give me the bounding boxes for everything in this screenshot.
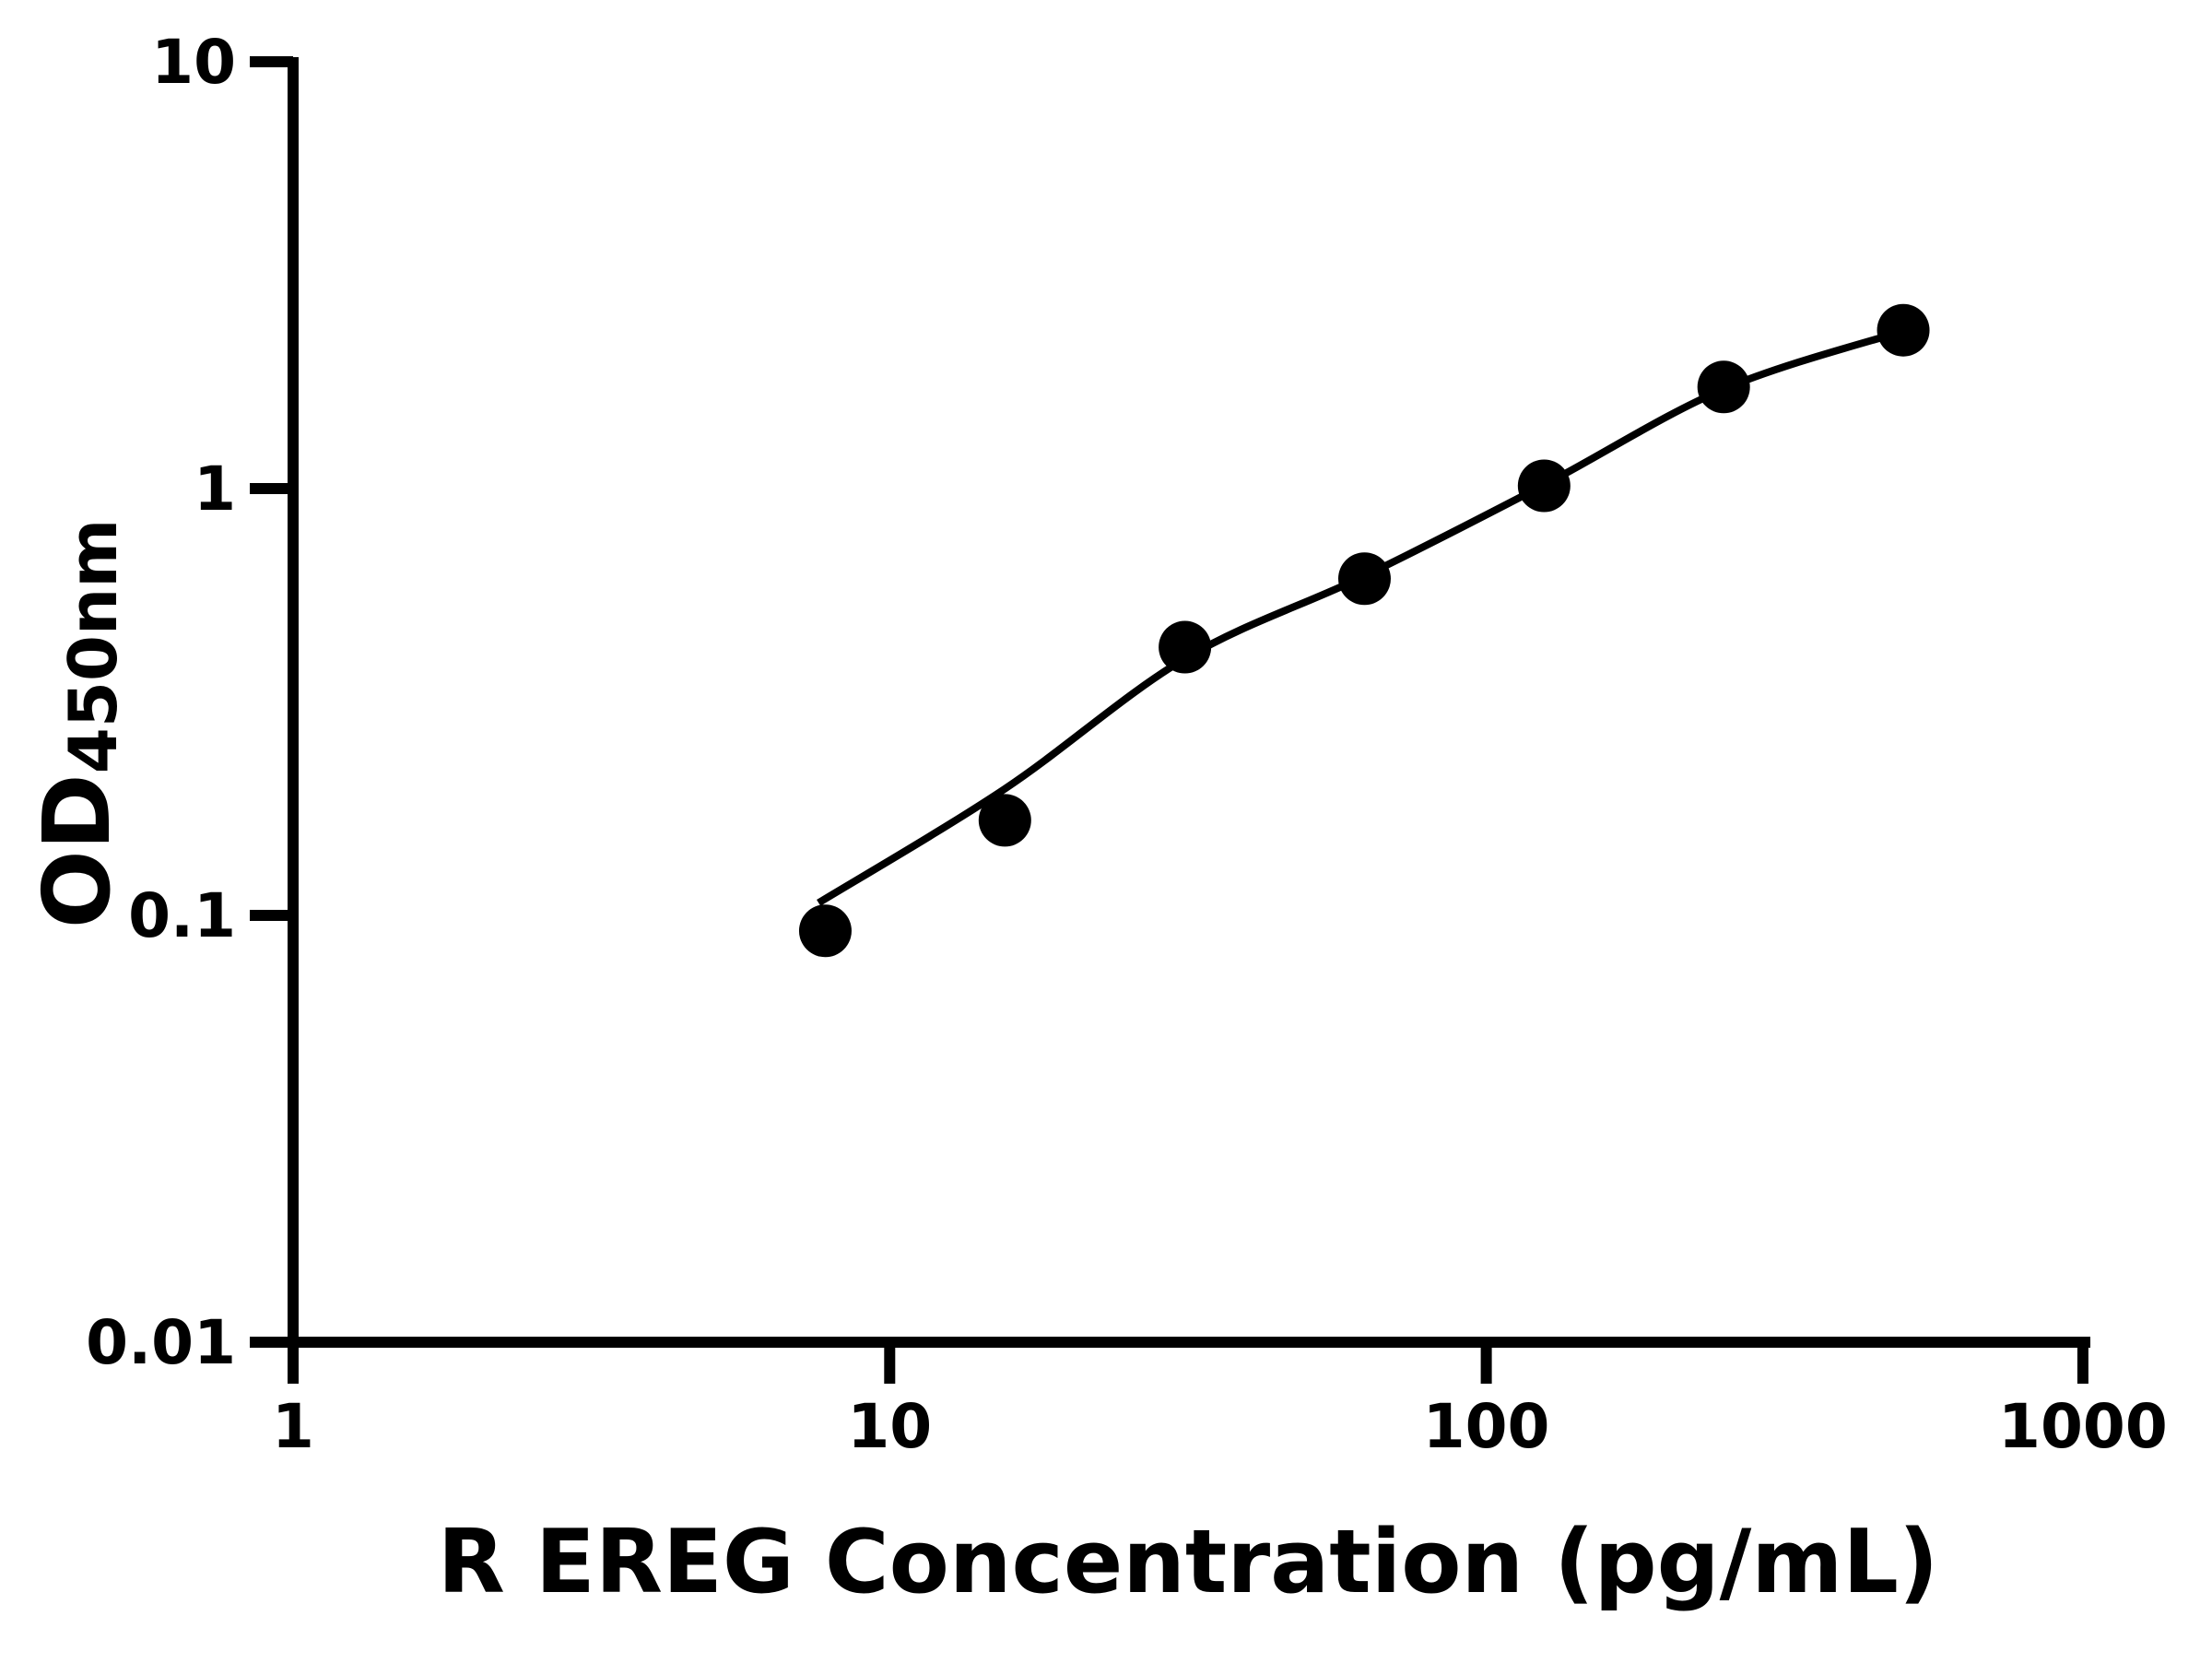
data-point <box>1697 360 1750 414</box>
data-point <box>798 904 852 958</box>
x-tick-label: 1000 <box>1998 1391 2168 1462</box>
y-tick-label: 1 <box>194 454 236 525</box>
x-tick-label: 1 <box>272 1391 314 1462</box>
y-tick-label: 10 <box>151 27 236 98</box>
data-point <box>978 794 1031 847</box>
axes-layer <box>288 57 2090 1348</box>
tick-label-layer: 10 1 0.1 0.01 1 10 100 1000 <box>86 27 2168 1462</box>
y-axis-title-main: OD <box>23 773 131 928</box>
data-point <box>1159 620 1212 674</box>
y-tick-label: 0.01 <box>86 1307 236 1378</box>
x-tick-label: 10 <box>847 1391 932 1462</box>
y-axis-title: OD450nm <box>23 519 132 929</box>
data-point <box>1337 552 1391 606</box>
x-axis-title: R EREG Concentration (pg/mL) <box>438 1512 1939 1613</box>
x-tick-label: 100 <box>1423 1391 1550 1462</box>
y-axis-title-subscript: 450nm <box>54 519 132 774</box>
y-tick-label: 0.1 <box>128 880 236 951</box>
data-point <box>1517 459 1571 513</box>
tick-layer <box>250 56 2088 1384</box>
data-point <box>1877 303 1930 357</box>
series-layer <box>798 303 1930 958</box>
